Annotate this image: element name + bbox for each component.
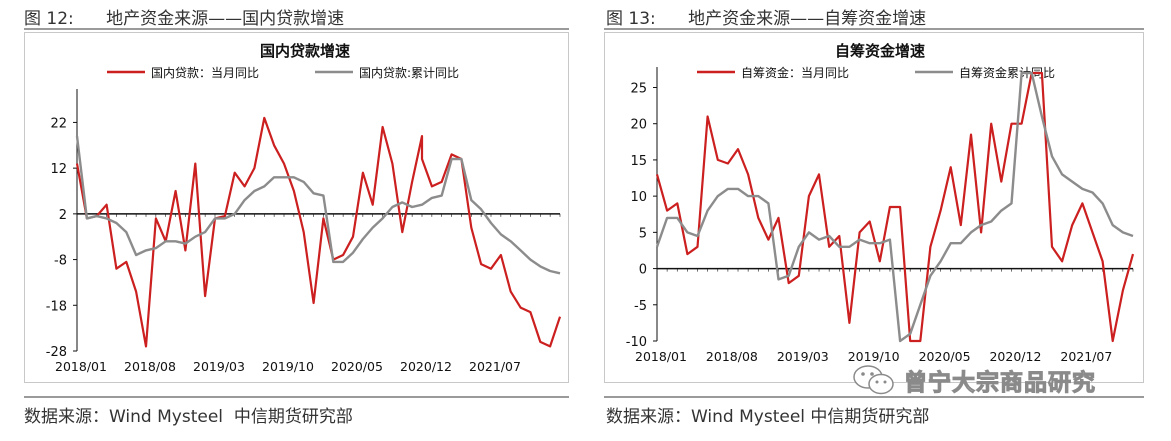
y-tick-label: -5 — [634, 299, 647, 314]
right-figure-caption: 图 13: 地产资金来源——自筹资金增速 — [606, 9, 927, 29]
x-tick-label: 2018/01 — [55, 359, 107, 374]
right-chart-frame: 自筹资金增速 自筹资金：当月同比 自筹资金累计同比 25 20 15 10 5 0 -5 -10 20… — [604, 32, 1144, 383]
left-caption-rule — [24, 28, 569, 30]
right-caption-rule — [604, 28, 1144, 30]
y-tick-label: -8 — [54, 254, 67, 269]
right-source: 数据来源：Wind Mysteel 中信期货研究部 — [606, 407, 930, 427]
y-tick-label: 10 — [630, 190, 647, 205]
x-tick-label: 2018/08 — [124, 359, 176, 374]
legend-label: 国内贷款：当月同比 — [151, 66, 259, 80]
x-tick-label: 2021/07 — [1060, 349, 1112, 364]
y-tick-label: 5 — [639, 226, 647, 241]
x-tick-label: 2020/12 — [400, 359, 452, 374]
series-line — [655, 71, 1135, 343]
y-tick-label: 12 — [50, 162, 67, 177]
y-tick-label: 0 — [639, 263, 647, 278]
x-tick-label: 2019/10 — [848, 349, 900, 364]
x-tick-label: 2019/10 — [262, 359, 314, 374]
x-tick-label: 2020/05 — [331, 359, 383, 374]
legend-label: 自筹资金：当月同比 — [741, 65, 849, 80]
chart-title: 自筹资金增速 — [835, 42, 925, 60]
y-tick-label: 22 — [50, 116, 67, 131]
watermark-text: 曾宁大宗商品研究 — [904, 370, 1096, 397]
right-figure: 图 13: 地产资金来源——自筹资金增速 自筹资金增速 自筹资金：当月同比 自筹资金… — [600, 0, 1171, 441]
x-tick-label: 2020/05 — [919, 349, 971, 364]
right-source-rule — [604, 396, 1144, 398]
y-tick-label: 15 — [630, 154, 647, 169]
left-chart-frame: 国内贷款增速 国内贷款：当月同比 国内贷款:累计同比 22 12 2 -8 -18 -28 201… — [24, 32, 569, 383]
left-figure: 图 12: 地产资金来源——国内贷款增速 国内贷款增速 国内贷款：当月同比 国内贷款… — [0, 0, 570, 441]
x-tick-label: 2018/08 — [706, 349, 758, 364]
x-tick-label: 2020/12 — [989, 349, 1041, 364]
series-line — [655, 71, 1134, 343]
wechat-icon — [853, 365, 894, 395]
y-tick-label: 20 — [630, 118, 647, 133]
y-tick-label: 2 — [59, 208, 67, 223]
x-tick-label: 2021/07 — [469, 359, 521, 374]
y-tick-label: -28 — [46, 345, 67, 360]
chart-title: 国内贷款增速 — [260, 42, 350, 60]
y-tick-label: -10 — [626, 335, 647, 350]
left-figure-caption: 图 12: 地产资金来源——国内贷款增速 — [24, 9, 345, 29]
series-line — [75, 116, 562, 348]
series-line — [75, 135, 561, 275]
x-tick-label: 2019/03 — [193, 359, 245, 374]
watermark: 曾宁大宗商品研究 — [852, 360, 1096, 400]
y-tick-label: 25 — [630, 81, 647, 96]
legend-label: 国内贷款:累计同比 — [359, 66, 459, 80]
left-source-rule — [24, 396, 569, 398]
left-source: 数据来源：Wind Mysteel 中信期货研究部 — [24, 407, 353, 427]
y-tick-label: -18 — [46, 299, 67, 314]
x-tick-label: 2019/03 — [777, 349, 829, 364]
x-tick-label: 2018/01 — [635, 349, 687, 364]
